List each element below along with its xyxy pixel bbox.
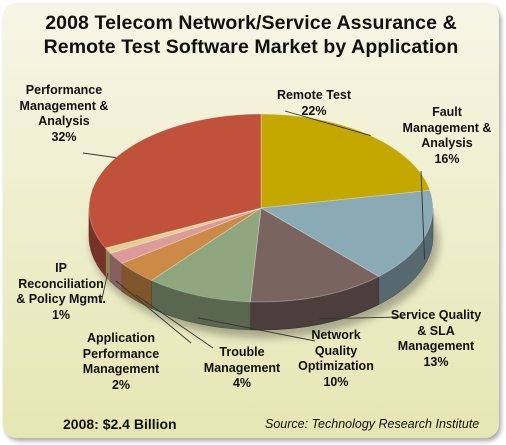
slice-label-1: Remote Test 22% xyxy=(271,88,357,119)
slice-label-8-line-2: Management & xyxy=(19,98,109,113)
slice-label-1-line-1: Remote Test xyxy=(276,88,352,102)
pie-chart xyxy=(82,110,439,349)
leader-line-8 xyxy=(82,152,116,159)
slice-label-3-line-1: Service Quality xyxy=(390,308,482,322)
slice-label-7: IP Reconciliation & Policy Mgmt. 1% xyxy=(7,261,115,323)
leader-lines xyxy=(82,110,426,349)
slice-label-2-line-2: Management & xyxy=(402,120,492,135)
slice-label-8-line-1: Performance xyxy=(25,83,103,97)
chart-title-line-1: 2008 Telecom Network/Service Assurance & xyxy=(45,12,457,34)
leader-line-2 xyxy=(420,170,426,260)
slice-label-3-line-3: Management xyxy=(397,339,475,353)
leader-line-1 xyxy=(284,110,371,137)
slice-label-3: Service Quality & SLA Management 13% xyxy=(381,308,491,370)
leader-line-7 xyxy=(100,272,109,304)
slice-label-6-line-2: Performance xyxy=(82,346,160,361)
market-total: 2008: $2.4 Billion xyxy=(63,416,177,432)
slice-percent-4: 10% xyxy=(323,374,349,389)
slice-label-4: Network Quality Optimization 10% xyxy=(295,328,377,390)
chart-title: 2008 Telecom Network/Service Assurance &… xyxy=(3,11,499,59)
slice-label-4-line-2: Quality xyxy=(314,343,358,358)
slice-label-4-line-3: Optimization xyxy=(298,359,374,373)
pie-slices xyxy=(88,113,434,303)
leader-line-4 xyxy=(197,317,316,342)
slice-percent-8: 32% xyxy=(51,129,77,144)
slice-percent-1: 22% xyxy=(301,103,327,118)
slice-label-5-line-2: Management xyxy=(203,360,281,375)
pie-slice-4 xyxy=(150,207,262,303)
leader-line-3 xyxy=(319,316,404,320)
slice-label-5-line-1: Trouble xyxy=(219,345,265,359)
slice-label-6-line-3: Management xyxy=(82,362,160,376)
slice-label-8-line-3: Analysis xyxy=(38,114,90,128)
slice-percent-7: 1% xyxy=(51,307,71,322)
slice-label-6: Application Performance Management 2% xyxy=(75,331,167,393)
slice-label-7-line-2: Reconciliation xyxy=(18,276,104,291)
slice-label-7-line-1: IP xyxy=(55,261,67,275)
pie-slice-6 xyxy=(109,207,262,264)
slice-label-8: Performance Management & Analysis 32% xyxy=(7,83,121,145)
slice-percent-3: 13% xyxy=(423,354,449,369)
slice-label-2-line-1: Fault xyxy=(432,105,462,119)
leader-line-5 xyxy=(135,294,214,349)
slice-label-2: Fault Management & Analysis 16% xyxy=(399,105,495,167)
slice-percent-6: 2% xyxy=(111,377,131,392)
source-note: Source: Technology Research Institute xyxy=(265,417,480,431)
slice-label-3-line-2: & SLA xyxy=(417,323,455,338)
slice-label-7-line-3: & Policy Mgmt. xyxy=(16,292,106,306)
pie-slice-2 xyxy=(259,189,434,277)
pie-slice-8 xyxy=(88,113,262,249)
slice-label-4-line-1: Network xyxy=(311,328,361,342)
slice-percent-5: 4% xyxy=(232,376,252,390)
pie-side-walls xyxy=(88,207,434,331)
slice-label-6-line-1: Application xyxy=(86,331,156,345)
pie-slice-7 xyxy=(104,207,262,254)
slice-label-2-line-3: Analysis xyxy=(421,136,473,150)
chart-frame: 2008 Telecom Network/Service Assurance &… xyxy=(3,3,499,438)
chart-title-line-2: Remote Test Software Market by Applicati… xyxy=(43,36,459,58)
pie-slice-5 xyxy=(121,207,262,281)
pie-slice-3 xyxy=(249,207,380,303)
slice-label-5: Trouble Management 4% xyxy=(201,345,283,392)
slice-percent-2: 16% xyxy=(434,151,460,166)
leader-line-6 xyxy=(115,280,192,344)
